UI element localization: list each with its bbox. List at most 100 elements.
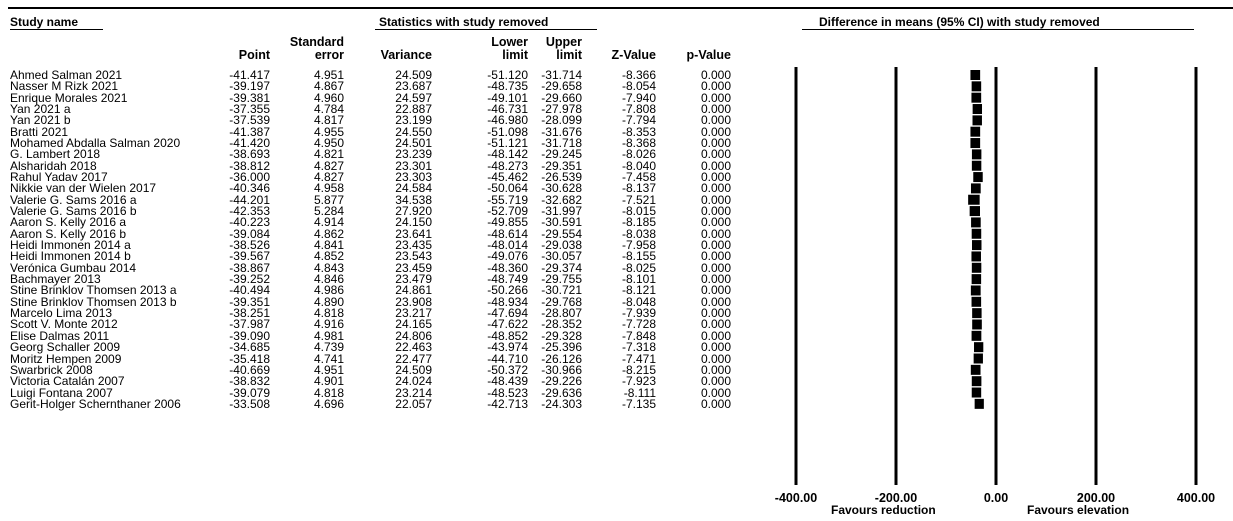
- col-point: Point: [238, 48, 270, 62]
- cell-lower: -46.980: [487, 113, 528, 128]
- cell-variance: 24.509: [395, 68, 432, 82]
- cell-variance: 24.861: [395, 283, 432, 298]
- effect-marker: [972, 308, 982, 319]
- cell-lower: -48.735: [487, 79, 528, 94]
- effect-marker: [970, 70, 981, 80]
- study-name: Heidi Immonen 2014 b: [10, 249, 131, 264]
- table-row: Moritz Hempen 2009 -35.418 4.741 22.477 -44.…: [0, 353, 760, 365]
- cell-variance: 22.477: [395, 351, 432, 366]
- cell-lower: -49.855: [487, 215, 528, 230]
- effect-marker: [970, 126, 981, 137]
- cell-p: 0.000: [700, 90, 731, 105]
- cell-variance: 22.463: [395, 340, 432, 355]
- tick-label: -400.00: [775, 491, 817, 505]
- study-name-underline: [10, 29, 103, 30]
- cell-z: -8.155: [621, 249, 656, 264]
- table-row: Elise Dalmas 2011 -39.090 4.981 24.806 -48.8…: [0, 330, 760, 342]
- cell-lower: -55.719: [487, 192, 528, 207]
- study-name: Gerit-Holger Schernthaner 2006: [10, 396, 181, 411]
- cell-z: -7.808: [621, 102, 656, 117]
- cell-z: -8.215: [621, 362, 656, 377]
- study-name: Bratti 2021: [10, 124, 69, 139]
- cell-variance: 23.908: [395, 294, 432, 309]
- study-name: Georg Schaller 2009: [10, 340, 121, 355]
- cell-upper: -26.539: [541, 170, 582, 185]
- study-name: Aaron S. Kelly 2016 a: [10, 215, 127, 230]
- effect-marker: [971, 262, 982, 273]
- effect-marker: [968, 194, 980, 205]
- col-z: Z-Value: [611, 48, 656, 62]
- cell-z: -8.015: [621, 204, 656, 219]
- cell-upper: -29.351: [541, 158, 582, 173]
- cell-z: -8.368: [621, 136, 656, 151]
- cell-variance: 24.550: [395, 124, 432, 139]
- cell-p: 0.000: [700, 147, 731, 162]
- cell-upper: -31.718: [541, 136, 582, 151]
- cell-lower: -48.614: [487, 226, 528, 241]
- cell-point: -42.353: [229, 204, 270, 219]
- cell-z: -8.048: [621, 294, 656, 309]
- cell-p: 0.000: [700, 272, 731, 287]
- cell-se: 4.862: [313, 226, 344, 241]
- cell-lower: -42.713: [487, 396, 528, 411]
- cell-lower: -47.694: [487, 306, 528, 321]
- study-name: Ahmed Salman 2021: [10, 68, 123, 82]
- cell-variance: 24.584: [395, 181, 432, 196]
- study-name: Rahul Yadav 2017: [10, 170, 108, 185]
- cell-point: -37.355: [229, 102, 270, 117]
- cell-p: 0.000: [700, 68, 731, 82]
- cell-se: 4.843: [313, 260, 344, 275]
- cell-point: -38.251: [229, 306, 270, 321]
- cell-point: -39.079: [229, 385, 270, 400]
- col-upper-2: limit: [556, 48, 582, 62]
- cell-se: 4.739: [313, 340, 344, 355]
- cell-upper: -29.374: [541, 260, 582, 275]
- cell-upper: -25.396: [541, 340, 582, 355]
- tick-label: 200.00: [1077, 491, 1115, 505]
- cell-point: -41.420: [229, 136, 270, 151]
- cell-se: 4.827: [313, 158, 344, 173]
- cell-z: -8.038: [621, 226, 656, 241]
- cell-lower: -48.142: [487, 147, 528, 162]
- cell-se: 5.877: [313, 192, 344, 207]
- effect-marker: [970, 138, 981, 149]
- cell-z: -7.940: [621, 90, 656, 105]
- tick-label: 400.00: [1177, 491, 1215, 505]
- effect-marker: [969, 206, 981, 217]
- study-name: Nikkie van der Wielen 2017: [10, 181, 157, 196]
- effect-marker: [971, 274, 982, 285]
- study-name-header: Study name: [10, 15, 79, 29]
- table-row: G. Lambert 2018 -38.693 4.821 23.239 -48.142…: [0, 148, 760, 160]
- cell-p: 0.000: [700, 317, 731, 332]
- col-se-1: Standard: [289, 35, 344, 49]
- cell-upper: -29.768: [541, 294, 582, 309]
- cell-upper: -24.303: [541, 396, 582, 411]
- table-row: Yan 2021 a -37.355 4.784 22.887 -46.731 -27.9…: [0, 103, 760, 115]
- cell-upper: -30.966: [541, 362, 582, 377]
- cell-variance: 24.501: [395, 136, 432, 151]
- effect-marker: [971, 149, 982, 160]
- cell-variance: 23.641: [395, 226, 432, 241]
- effect-marker: [973, 353, 983, 364]
- effect-marker: [971, 251, 981, 262]
- cell-p: 0.000: [700, 283, 731, 298]
- cell-lower: -51.098: [487, 124, 528, 139]
- cell-upper: -29.328: [541, 328, 582, 343]
- cell-p: 0.000: [700, 124, 731, 139]
- table-row: Enrique Morales 2021 -39.381 4.960 24.597 -4…: [0, 92, 760, 104]
- cell-point: -39.090: [229, 328, 270, 343]
- study-name: Swarbrick 2008: [10, 362, 93, 377]
- cell-upper: -29.554: [541, 226, 582, 241]
- cell-point: -38.526: [229, 238, 270, 253]
- cell-p: 0.000: [700, 79, 731, 94]
- cell-point: -41.387: [229, 124, 270, 139]
- cell-p: 0.000: [700, 170, 731, 185]
- col-lower-2: limit: [502, 48, 528, 62]
- cell-lower: -48.523: [487, 385, 528, 400]
- effect-marker: [971, 330, 982, 341]
- cell-lower: -48.273: [487, 158, 528, 173]
- cell-se: 4.867: [313, 79, 344, 94]
- cell-lower: -48.852: [487, 328, 528, 343]
- cell-p: 0.000: [700, 204, 731, 219]
- study-name: G. Lambert 2018: [10, 147, 101, 162]
